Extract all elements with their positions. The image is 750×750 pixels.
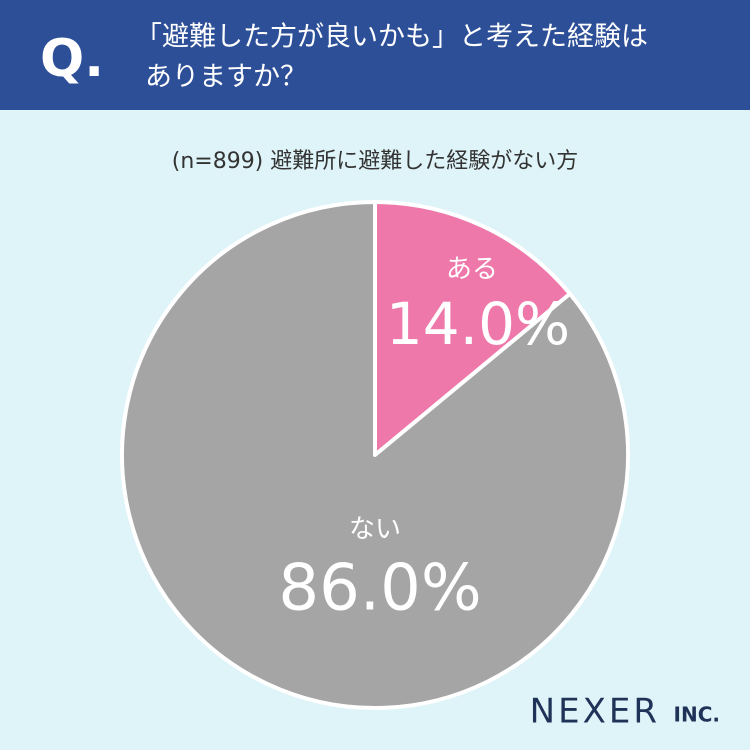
logo: NEXER [530,692,660,732]
value-label: 14.0% [386,290,570,358]
value-label: 86.0% [278,552,481,626]
slice-label: ない [349,515,401,545]
header-band [0,0,750,110]
slice-label: ある [446,255,498,285]
pie-slice [373,200,572,457]
pie-slice [120,200,630,710]
title-line: ありますか？ [145,62,307,93]
question-mark: Q. [40,29,104,89]
title-line: 「避難した方が良いかも」と考えた経験は [135,22,648,53]
subtitle: (n=899) 避難所に避難した経験がない方 [172,149,579,174]
logo-suffix: INC. [674,703,720,727]
pie: ある 14.0% ない 86.0% [120,200,630,710]
